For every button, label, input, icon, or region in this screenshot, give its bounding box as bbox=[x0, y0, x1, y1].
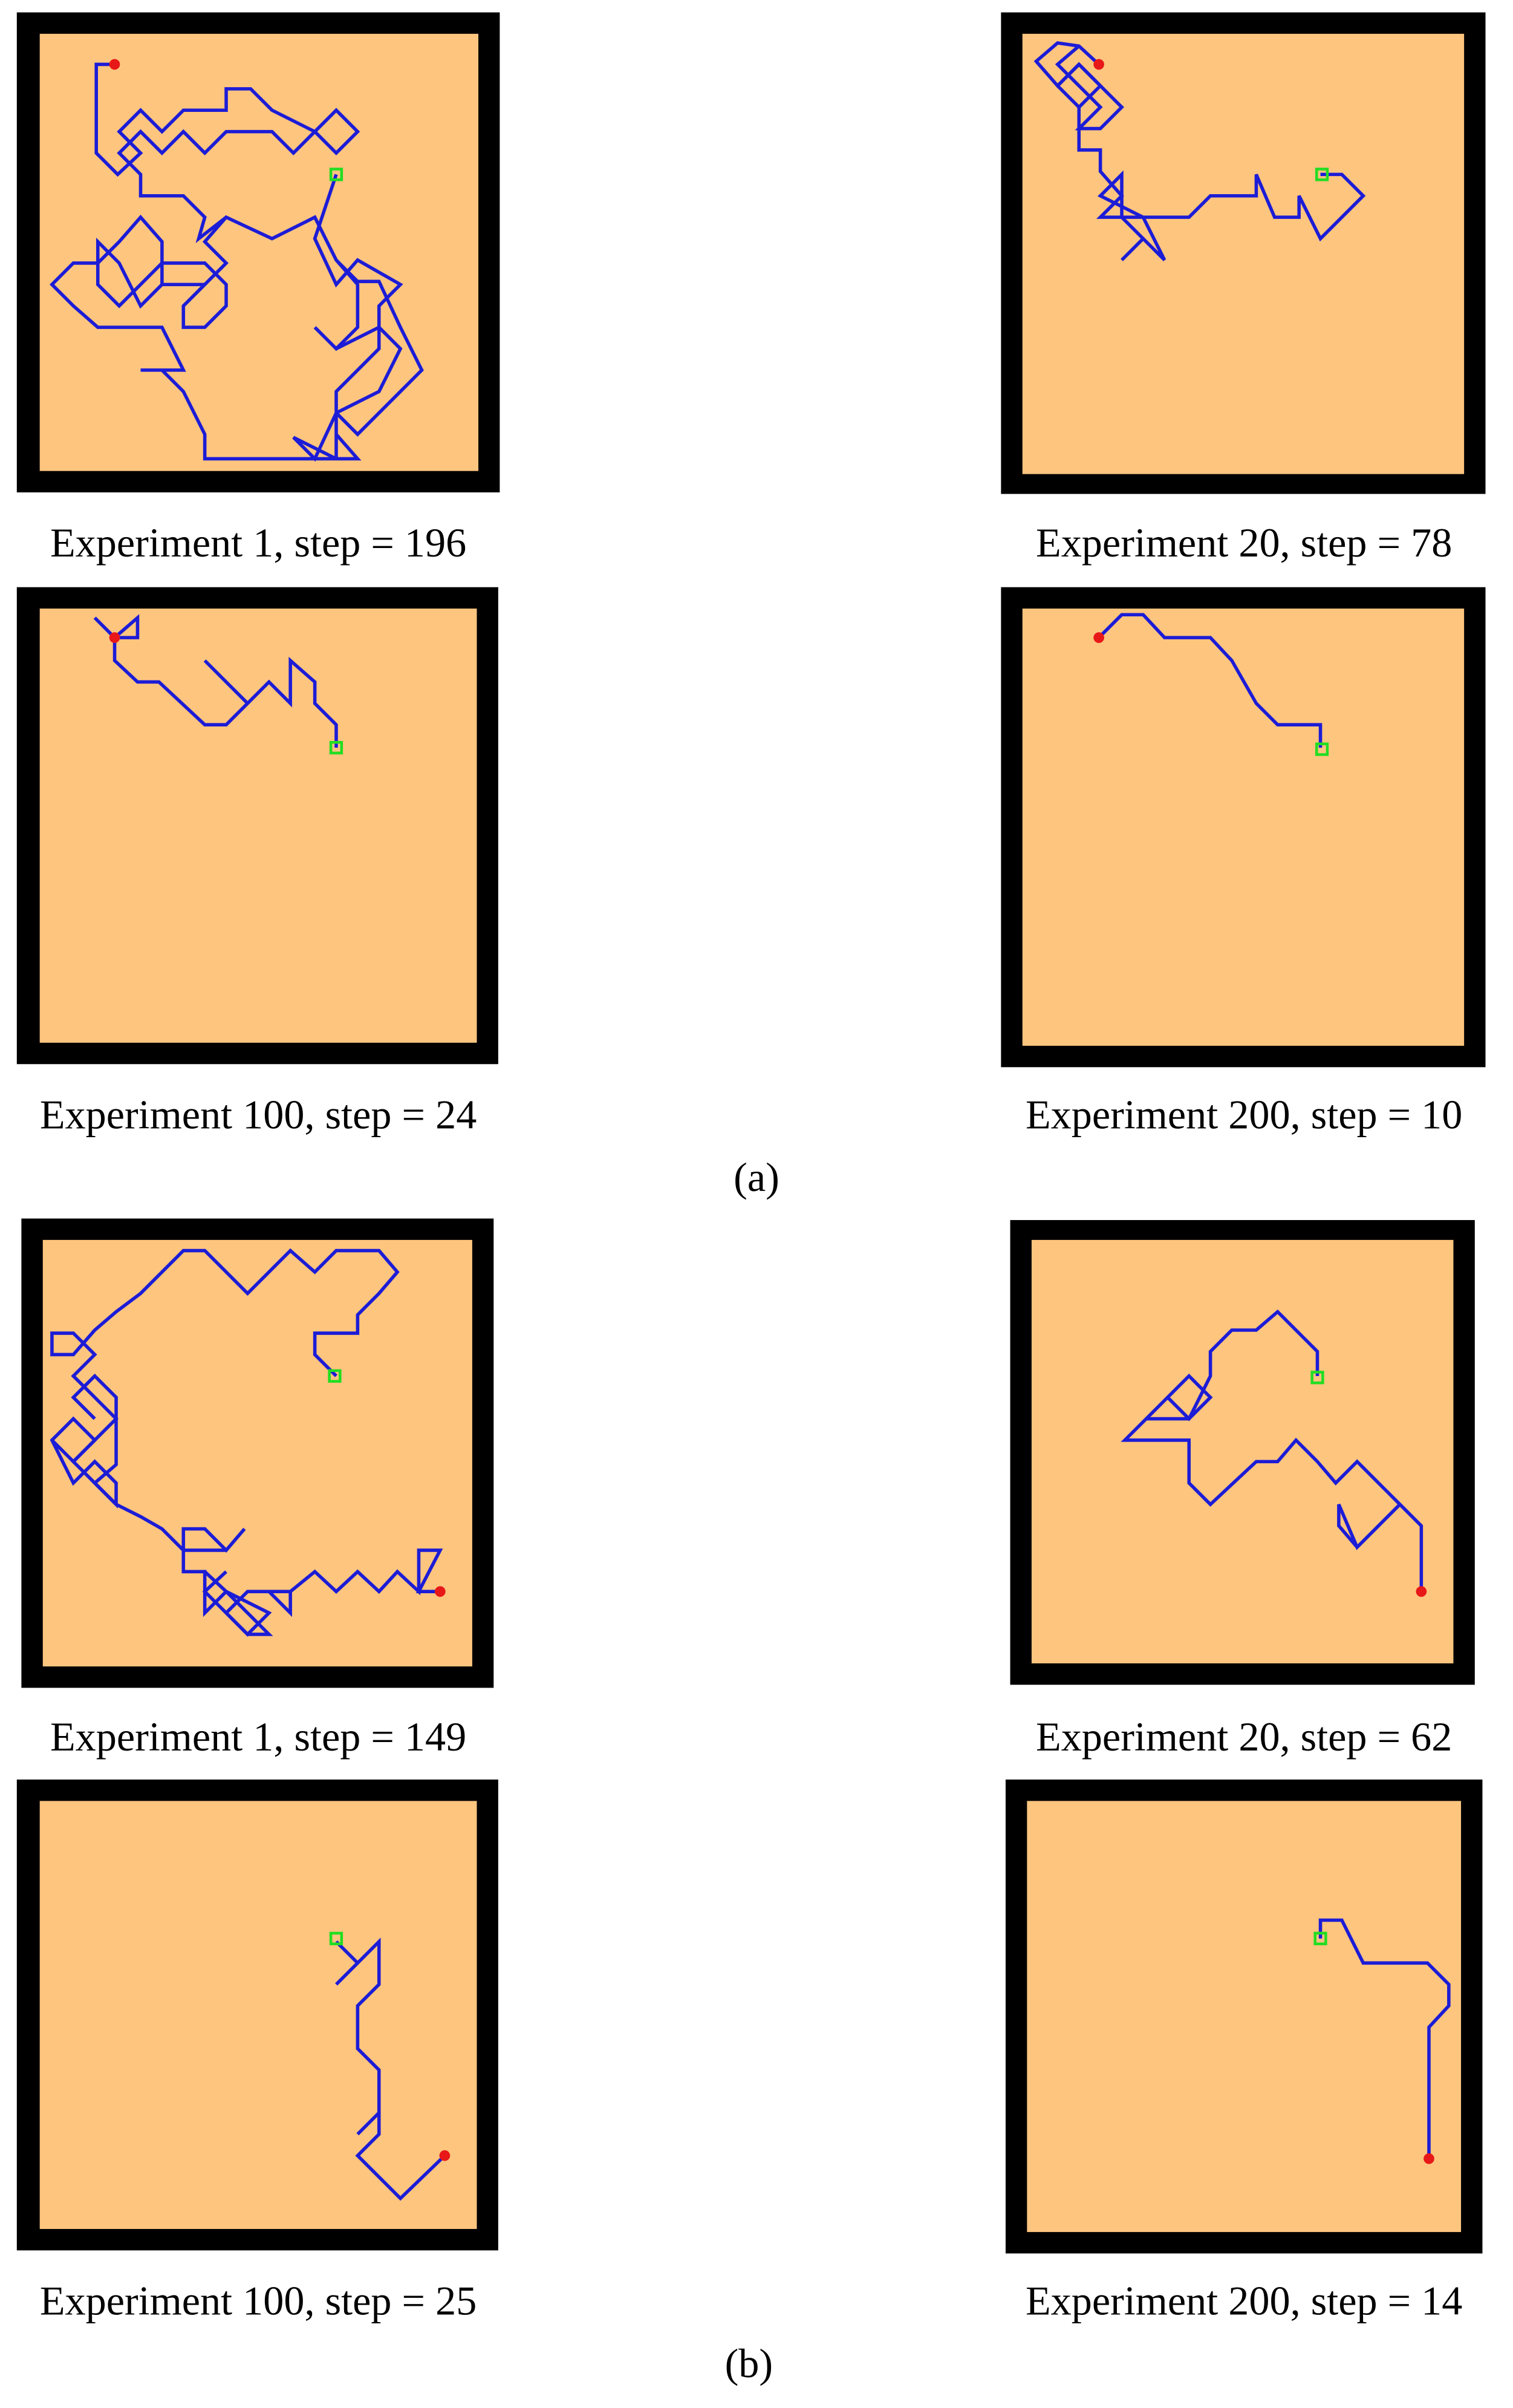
trajectory bbox=[1318, 1918, 1451, 2159]
panel: Experiment 20, step = 62 bbox=[1010, 1220, 1475, 1760]
caption: Experiment 100, step = 24 bbox=[40, 1091, 477, 1137]
start-point bbox=[1093, 632, 1104, 643]
start-point bbox=[1093, 59, 1104, 70]
goal-point bbox=[1313, 1931, 1327, 1945]
panel: Experiment 1, step = 149 bbox=[21, 1218, 494, 1760]
goal-point bbox=[329, 1931, 343, 1945]
arena bbox=[1022, 33, 1465, 474]
caption: Experiment 20, step = 78 bbox=[1036, 520, 1452, 566]
start-point bbox=[435, 1586, 446, 1597]
trajectory bbox=[93, 614, 338, 748]
group-label: (b) bbox=[725, 2340, 773, 2386]
arena bbox=[1027, 1801, 1462, 2233]
caption: Experiment 100, step = 25 bbox=[40, 2278, 477, 2324]
start-point bbox=[109, 59, 120, 70]
start-point bbox=[1424, 2153, 1434, 2164]
goal-point bbox=[329, 168, 343, 181]
goal-point bbox=[1310, 1371, 1324, 1385]
goal-point bbox=[328, 1369, 342, 1383]
goal-point bbox=[1315, 742, 1329, 756]
panel: Experiment 1, step = 196 bbox=[16, 12, 500, 566]
goal-point bbox=[1315, 168, 1329, 181]
caption: Experiment 20, step = 62 bbox=[1036, 1714, 1452, 1760]
panel: Experiment 100, step = 24 bbox=[16, 587, 498, 1137]
arena bbox=[39, 1801, 477, 2230]
trajectory bbox=[50, 1373, 118, 1509]
panel: Experiment 20, step = 78 bbox=[1001, 12, 1486, 566]
group-label: (a) bbox=[734, 1154, 779, 1200]
caption: Experiment 200, step = 10 bbox=[1026, 1091, 1462, 1137]
start-point bbox=[439, 2150, 451, 2161]
arena bbox=[39, 609, 477, 1043]
trajectory bbox=[335, 1937, 446, 2201]
trajectory bbox=[1121, 1309, 1424, 1592]
arena bbox=[39, 33, 479, 471]
arena bbox=[42, 1239, 472, 1666]
panel: Experiment 100, step = 25 bbox=[16, 1780, 498, 2324]
arena bbox=[1022, 609, 1465, 1046]
start-point bbox=[1416, 1586, 1427, 1597]
trajectory bbox=[1098, 613, 1323, 748]
goal-point bbox=[329, 740, 343, 755]
caption: Experiment 1, step = 196 bbox=[50, 520, 466, 566]
caption: Experiment 200, step = 14 bbox=[1026, 2278, 1462, 2324]
trajectory bbox=[1055, 44, 1124, 131]
start-point bbox=[109, 632, 120, 643]
trajectory bbox=[49, 62, 424, 462]
panel: Experiment 200, step = 10 bbox=[1001, 587, 1486, 1137]
caption: Experiment 1, step = 149 bbox=[50, 1714, 466, 1760]
trajectory bbox=[202, 1570, 273, 1636]
panel: Experiment 200, step = 14 bbox=[1005, 1780, 1483, 2324]
arena bbox=[1031, 1239, 1454, 1663]
